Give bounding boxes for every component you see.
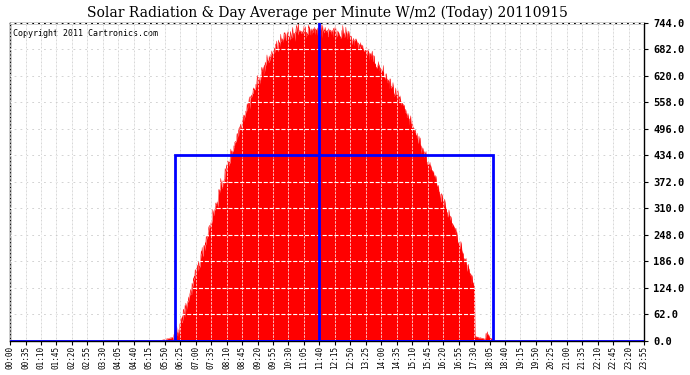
Bar xyxy=(175,155,493,341)
Title: Solar Radiation & Day Average per Minute W/m2 (Today) 20110915: Solar Radiation & Day Average per Minute… xyxy=(87,6,568,20)
Text: Copyright 2011 Cartronics.com: Copyright 2011 Cartronics.com xyxy=(13,29,158,38)
